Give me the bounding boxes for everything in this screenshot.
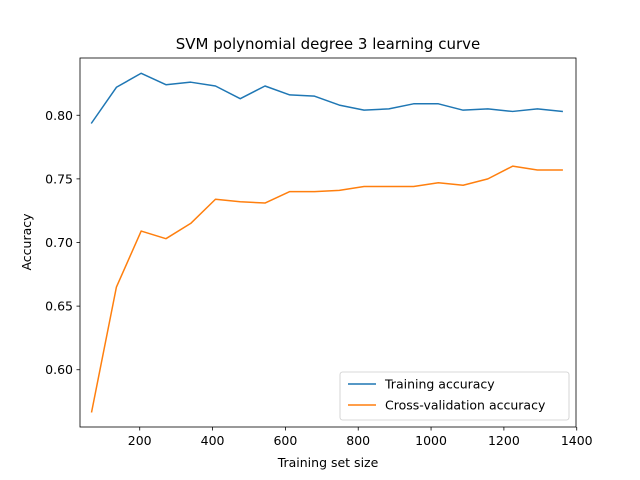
- legend: Training accuracy Cross-validation accura…: [339, 371, 570, 421]
- y-tick-label: 0.60: [45, 362, 73, 377]
- chart-title: SVM polynomial degree 3 learning curve: [176, 35, 480, 53]
- legend-label-cross-validation-accuracy: Cross-validation accuracy: [385, 398, 546, 413]
- x-tick-label: 200: [128, 433, 152, 448]
- x-tick-label: 1200: [488, 433, 520, 448]
- y-tick-label: 0.70: [45, 235, 73, 250]
- series-line-training-accuracy: [90, 72, 563, 124]
- x-axis-title: Training set size: [277, 455, 379, 470]
- series-line-cross-validation-accuracy: [90, 165, 563, 413]
- legend-label-training-accuracy: Training accuracy: [384, 377, 495, 392]
- y-tick-label: 0.80: [45, 108, 73, 123]
- y-tick-label: 0.65: [45, 299, 73, 314]
- legend-box: [339, 371, 570, 421]
- y-tick-label: 0.75: [45, 171, 73, 186]
- x-tick-label: 1400: [561, 433, 593, 448]
- x-tick-label: 400: [201, 433, 225, 448]
- plot-area: 200 400 600 800 1000 1200 1400 0.60 0.65 0.70 0.75…: [45, 57, 593, 448]
- y-axis-title: Accuracy: [19, 213, 34, 271]
- x-tick-label: 600: [273, 433, 297, 448]
- x-tick-label: 1000: [415, 433, 447, 448]
- x-tick-label: 800: [346, 433, 370, 448]
